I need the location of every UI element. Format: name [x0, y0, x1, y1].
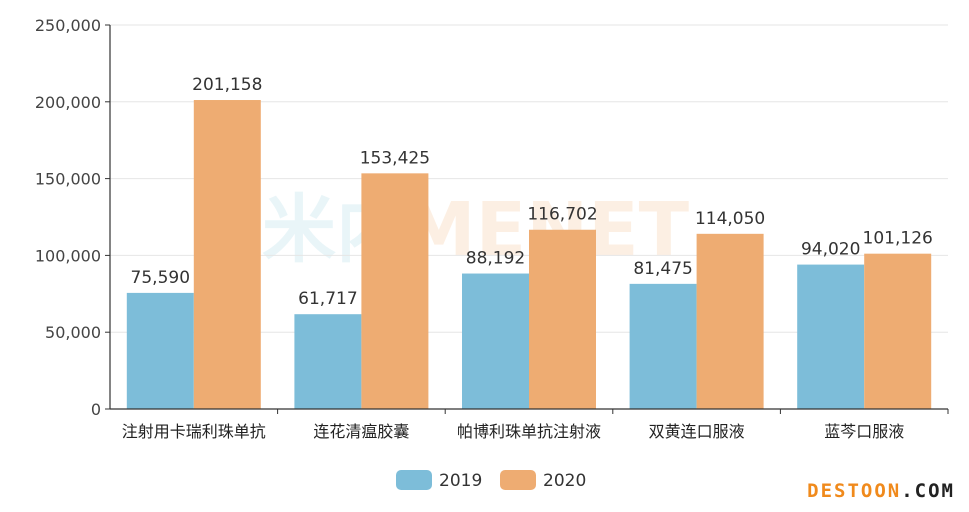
x-category-label: 双黄连口服液 [649, 422, 745, 441]
data-labels: 75,590 201,158 61,717 153,425 88,192 116,702 8… [131, 75, 933, 309]
legend-swatch-2020[interactable] [500, 470, 536, 490]
site-tld: .COM [901, 480, 955, 502]
data-label-2019: 88,192 [466, 249, 525, 269]
bar-2019 [797, 264, 865, 409]
bar-2019 [294, 314, 362, 409]
bar-2020 [193, 100, 261, 410]
y-tick-label: 250,000 [35, 16, 101, 35]
legend-swatch-2019[interactable] [396, 470, 432, 490]
data-label-2019: 61,717 [298, 289, 357, 309]
site-name: DESTOON [807, 480, 902, 502]
data-label-2019: 81,475 [633, 259, 692, 279]
bar-2019 [462, 273, 529, 409]
legend-label-2019[interactable]: 2019 [439, 471, 482, 491]
data-label-2020: 114,050 [695, 209, 765, 229]
site-logo: DESTOON.COM [807, 480, 955, 502]
bar-2020 [361, 173, 429, 409]
bar-2020 [864, 253, 932, 409]
y-tick-label: 100,000 [35, 246, 101, 265]
axes: 0 50,000 100,000 150,000 200,000 250,000 注射用卡瑞… [35, 16, 949, 441]
bar-2019 [629, 283, 697, 409]
y-tick-label: 200,000 [35, 93, 101, 112]
data-label-2020: 116,702 [527, 205, 597, 225]
bar-2020 [529, 229, 596, 409]
data-label-2019: 75,590 [131, 268, 190, 288]
legend-label-2020[interactable]: 2020 [543, 471, 586, 491]
x-category-label: 连花清瘟胶囊 [313, 422, 409, 441]
legend[interactable]: 2019 2020 [396, 470, 586, 491]
y-tick-label: 150,000 [35, 170, 101, 189]
data-label-2020: 201,158 [192, 75, 262, 95]
data-label-2019: 94,020 [801, 240, 860, 260]
data-label-2020: 101,126 [863, 229, 933, 249]
y-tick-label: 50,000 [45, 323, 101, 342]
x-category-label: 帕博利珠单抗注射液 [457, 422, 601, 441]
x-category-label: 蓝芩口服液 [824, 422, 904, 441]
bar-2020 [696, 233, 764, 409]
x-category-label: 注射用卡瑞利珠单抗 [122, 422, 266, 441]
bars [126, 100, 932, 410]
bar-2019 [126, 292, 194, 409]
data-label-2020: 153,425 [360, 148, 430, 168]
y-tick-label: 0 [91, 400, 101, 419]
